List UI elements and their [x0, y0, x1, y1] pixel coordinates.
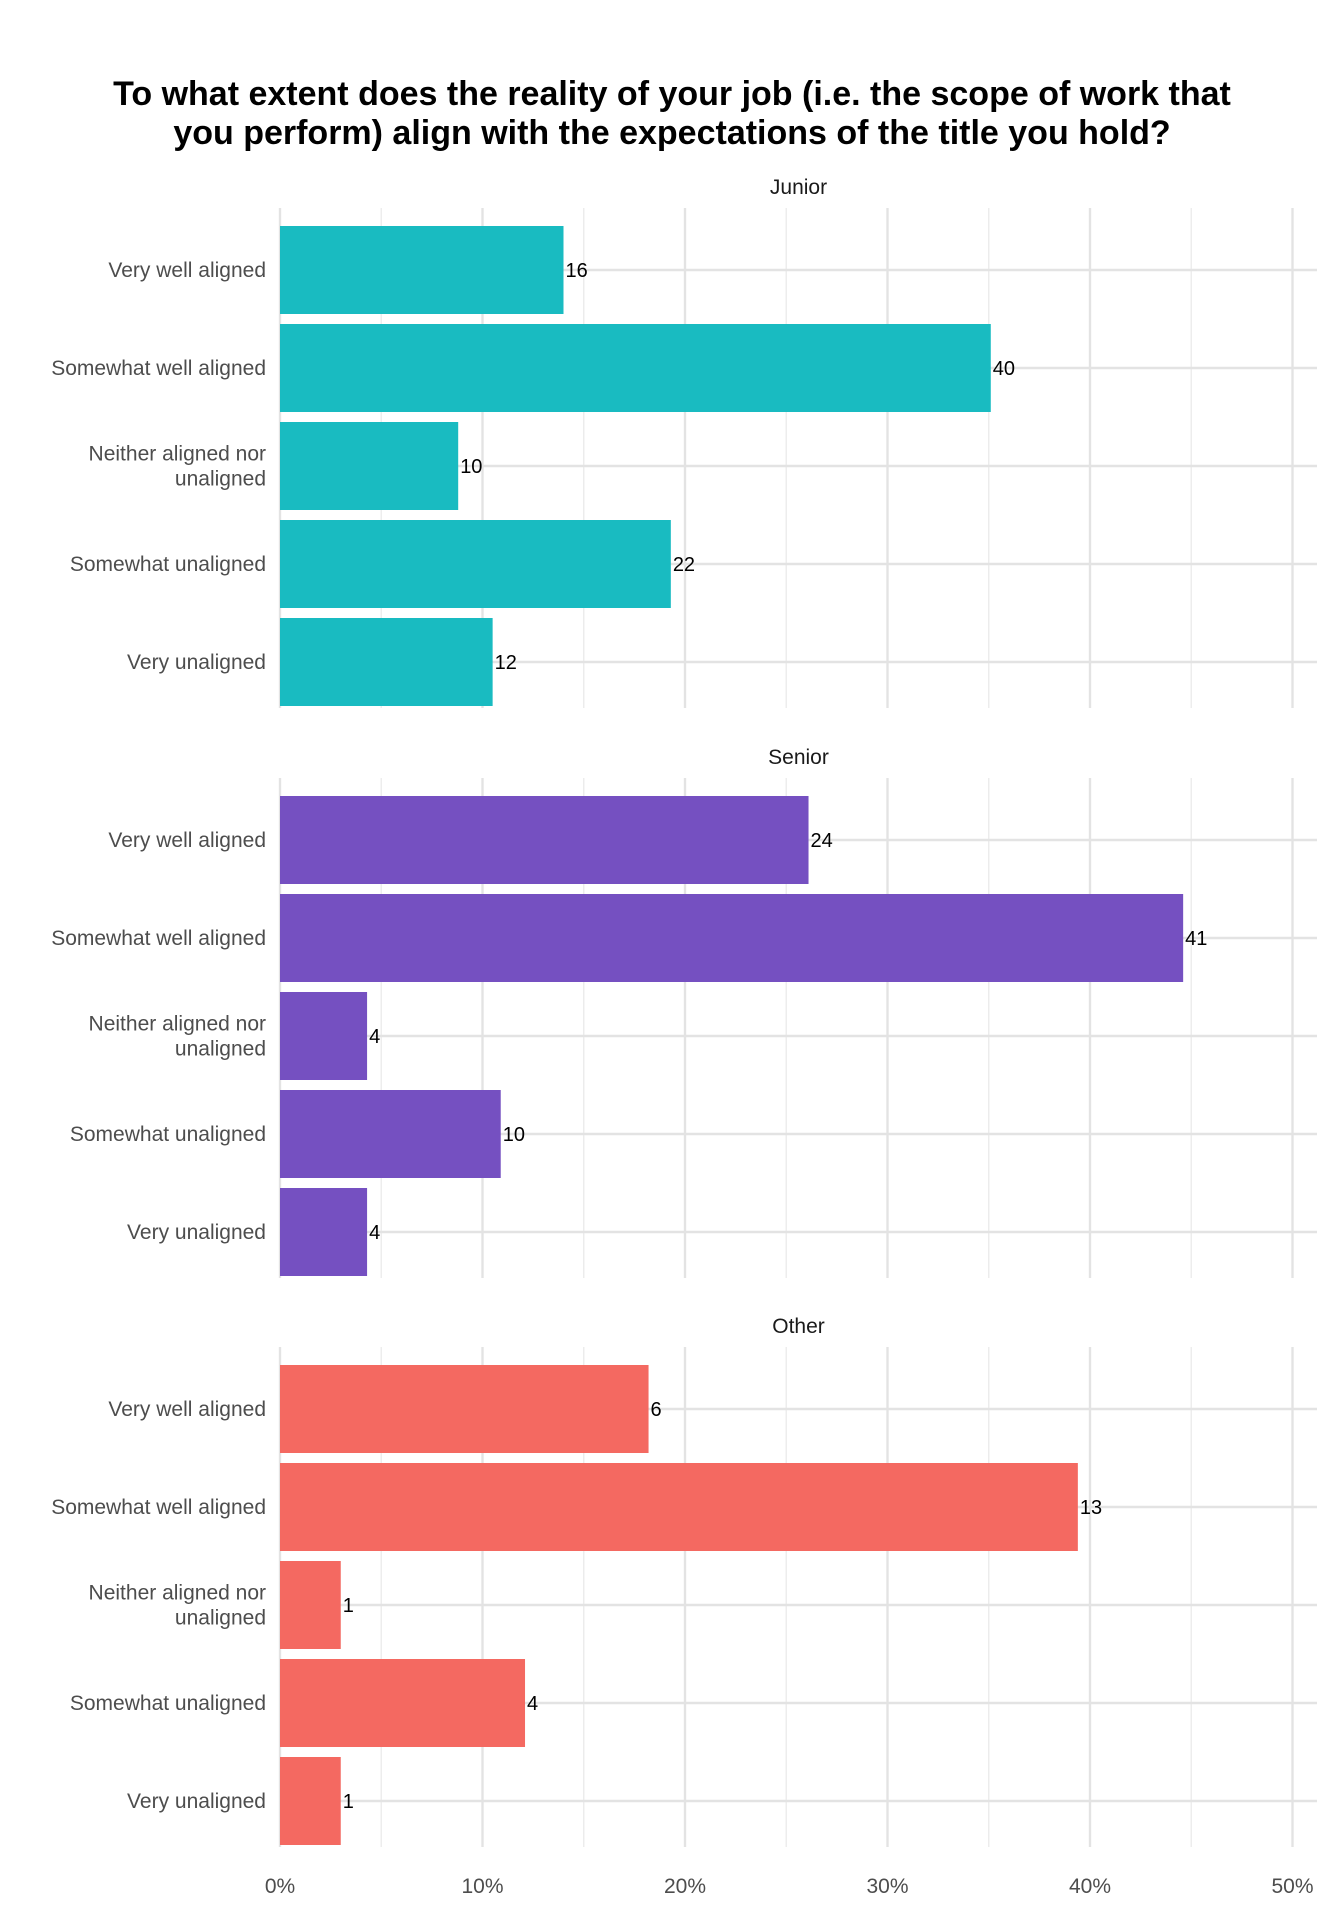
bar-senior-0 — [280, 796, 809, 884]
bar-other-1 — [280, 1463, 1078, 1551]
category-label: Somewhat well aligned — [51, 927, 266, 950]
x-tick-label: 0% — [265, 1875, 295, 1898]
category-label: Neither aligned nor — [89, 443, 266, 466]
bar-value-label: 4 — [527, 1693, 538, 1715]
bar-senior-1 — [280, 894, 1184, 982]
facet-label: Other — [772, 1315, 825, 1338]
bar-junior-4 — [280, 618, 493, 706]
bar-value-label: 40 — [993, 358, 1015, 380]
bar-senior-2 — [280, 992, 368, 1080]
bar-value-label: 41 — [1185, 928, 1207, 950]
category-label: Very well aligned — [108, 1398, 266, 1421]
bar-value-label: 24 — [811, 830, 833, 852]
category-label: Very well aligned — [108, 259, 266, 282]
bar-other-3 — [280, 1659, 526, 1747]
category-label: Very unaligned — [127, 1790, 266, 1813]
bar-other-2 — [280, 1561, 341, 1649]
bar-junior-0 — [280, 226, 564, 314]
bar-junior-3 — [280, 520, 671, 608]
category-label: Very unaligned — [127, 1221, 266, 1244]
chart-title-line: you perform) align with the expectations… — [173, 114, 1170, 152]
category-label: Neither aligned nor — [89, 1013, 266, 1036]
category-label: unaligned — [175, 1607, 266, 1630]
bar-value-label: 1 — [343, 1791, 354, 1813]
bar-value-label: 10 — [460, 456, 482, 478]
bar-value-label: 10 — [503, 1124, 525, 1146]
x-tick-label: 10% — [461, 1875, 503, 1898]
category-label: Somewhat well aligned — [51, 357, 266, 380]
bar-value-label: 1 — [343, 1595, 354, 1617]
bar-value-label: 4 — [369, 1026, 380, 1048]
category-label: unaligned — [175, 1038, 266, 1061]
bar-value-label: 6 — [651, 1399, 662, 1421]
category-label: Somewhat well aligned — [51, 1496, 266, 1519]
x-tick-label: 50% — [1271, 1875, 1313, 1898]
bar-other-0 — [280, 1365, 649, 1453]
bar-value-label: 16 — [566, 260, 588, 282]
x-tick-label: 40% — [1069, 1875, 1111, 1898]
category-label: Somewhat unaligned — [70, 553, 266, 576]
category-label: Somewhat unaligned — [70, 1692, 266, 1715]
bar-value-label: 22 — [673, 554, 695, 576]
category-label: Very unaligned — [127, 651, 266, 674]
facet-label: Junior — [770, 176, 827, 199]
bar-junior-2 — [280, 422, 459, 510]
category-label: unaligned — [175, 468, 266, 491]
category-label: Very well aligned — [108, 829, 266, 852]
bar-senior-3 — [280, 1090, 501, 1178]
x-tick-label: 30% — [866, 1875, 908, 1898]
bar-value-label: 13 — [1080, 1497, 1102, 1519]
category-label: Somewhat unaligned — [70, 1123, 266, 1146]
bar-value-label: 12 — [495, 652, 517, 674]
category-label: Neither aligned nor — [89, 1582, 266, 1605]
x-tick-label: 20% — [664, 1875, 706, 1898]
bar-junior-1 — [280, 324, 991, 412]
bar-other-4 — [280, 1757, 341, 1845]
chart-title-line: To what extent does the reality of your … — [113, 75, 1231, 113]
bar-value-label: 4 — [369, 1222, 380, 1244]
facet-label: Senior — [768, 746, 829, 769]
bar-senior-4 — [280, 1188, 368, 1276]
